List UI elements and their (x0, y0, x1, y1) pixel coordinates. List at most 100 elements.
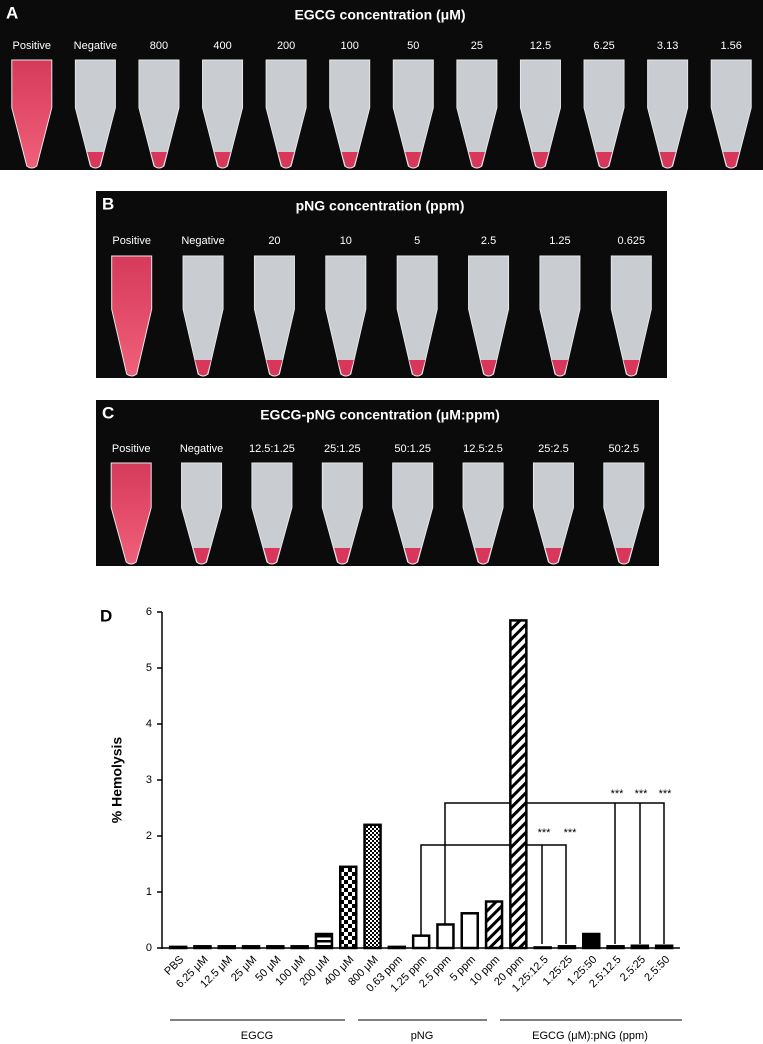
photo-background (0, 0, 763, 170)
tube (325, 255, 367, 377)
pellet (278, 152, 295, 168)
tube (519, 59, 561, 169)
tube-label: 12.5:1.25 (249, 443, 295, 455)
bar (363, 823, 382, 950)
tube (647, 59, 689, 169)
pellet (409, 360, 426, 376)
significance: *** (564, 827, 578, 839)
tube-label: 6.25 (593, 40, 614, 52)
tube-label: 3.13 (657, 40, 678, 52)
tube (253, 255, 295, 377)
bracket (444, 802, 665, 944)
tube-label: 1.56 (720, 40, 741, 52)
pellet (263, 548, 280, 564)
pellet (266, 360, 283, 376)
panel-title: pNG concentration (ppm) (296, 198, 465, 214)
y-tick-label: 6 (146, 606, 152, 618)
tube-label: Negative (74, 40, 117, 52)
pellet (659, 152, 676, 168)
pellet (214, 152, 231, 168)
significance: *** (538, 827, 552, 839)
pellet (341, 152, 358, 168)
y-tick-label: 2 (146, 830, 152, 842)
tube-label: 50:1.25 (394, 443, 431, 455)
pellet (195, 360, 212, 376)
bar-chart: D % Hemolysis *** *** *** *** *** EGCG p… (100, 606, 682, 1042)
tube (710, 59, 752, 169)
bar (630, 944, 650, 950)
significance: *** (611, 788, 625, 800)
tube (110, 462, 152, 565)
x-tick-label: 2.5:25 (618, 954, 648, 984)
bar (217, 945, 236, 950)
tube-label: 0.625 (618, 235, 646, 247)
photo-background (96, 191, 667, 378)
panel-title: EGCG-pNG concentration (μM:ppm) (260, 407, 500, 423)
tube-label: Negative (180, 443, 223, 455)
tube (539, 255, 581, 377)
significance: *** (659, 788, 673, 800)
group-label: EGCG (241, 1030, 273, 1042)
tube-label: 12.5:2.5 (463, 443, 503, 455)
tube (251, 462, 293, 565)
pellet (723, 152, 740, 168)
tube (583, 59, 625, 169)
bar (387, 945, 407, 950)
tube-label: 400 (213, 40, 231, 52)
tube (138, 59, 180, 169)
tube (468, 255, 510, 377)
bar (339, 865, 358, 950)
pellet (337, 360, 354, 376)
pellet (334, 548, 351, 564)
tube-label: 20 (268, 235, 280, 247)
tube-label: Negative (181, 235, 224, 247)
tube-label: 50:2.5 (609, 443, 640, 455)
bar (557, 945, 577, 950)
x-tick-label: 25 μM (229, 954, 259, 984)
tube-label: 1.25 (549, 235, 570, 247)
bar (460, 912, 479, 950)
bar (654, 944, 674, 950)
tube (396, 255, 438, 377)
y-tick-label: 4 (146, 718, 152, 730)
significance-brackets (420, 802, 665, 944)
bar (484, 900, 504, 950)
bar (582, 932, 601, 950)
tube (11, 59, 53, 169)
bar (411, 934, 431, 950)
bar (606, 945, 625, 950)
tube (181, 462, 223, 565)
tube-label: Positive (13, 40, 52, 52)
significance: *** (635, 788, 649, 800)
bar (168, 945, 188, 950)
pellet (405, 152, 422, 168)
y-tick-label: 0 (146, 942, 152, 954)
tube-label: 25 (471, 40, 483, 52)
bracket (420, 844, 567, 944)
tube-label: 5 (414, 235, 420, 247)
tube (202, 59, 244, 169)
tube-label: 25:1.25 (324, 443, 361, 455)
pellet (596, 152, 613, 168)
pellet (404, 548, 421, 564)
tube-label: 2.5 (481, 235, 496, 247)
bar (436, 923, 455, 950)
tube-label: 50 (407, 40, 419, 52)
bar (314, 932, 334, 950)
y-axis-label: % Hemolysis (109, 737, 125, 824)
tube (321, 462, 363, 565)
tube-label: Positive (112, 443, 151, 455)
tube (392, 59, 434, 169)
bar (533, 946, 552, 950)
tube-label: 100 (341, 40, 359, 52)
group-label: pNG (411, 1030, 434, 1042)
bar (266, 945, 285, 950)
tube (462, 462, 504, 565)
panel-letter: D (100, 606, 112, 625)
x-tick-label: 2.5:50 (642, 954, 672, 984)
y-tick-label: 3 (146, 774, 152, 786)
photo-panels: A EGCG concentration (μM) Positive Negative… (0, 0, 763, 566)
tube-label: Positive (112, 235, 151, 247)
